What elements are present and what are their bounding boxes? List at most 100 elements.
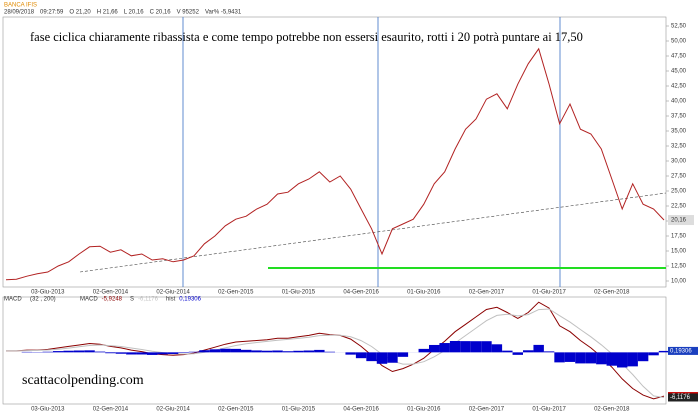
y-tick-label: 47,50 (671, 54, 687, 60)
price-line (5, 47, 665, 281)
y-tick-label: 40,00 (671, 99, 687, 105)
x-tick-label: 02-Gen-2014 (93, 407, 129, 413)
y-tick-label: 22,50 (671, 204, 687, 210)
hist-bar (251, 350, 262, 353)
hist-bar (126, 352, 137, 355)
y-tick-label: 12,50 (671, 264, 687, 270)
legend-label: S (130, 297, 134, 303)
header-field: H 21,66 (97, 10, 119, 16)
hist-bar (429, 344, 440, 353)
x-tick-label: 04-Gen-2016 (343, 290, 379, 296)
x-tick-label: 01-Giu-2016 (407, 290, 441, 296)
x-tick-label: 02-Gen-2018 (594, 290, 630, 296)
y-tick-label: 25,00 (671, 189, 687, 195)
x-tick-label: 01-Giu-2017 (532, 290, 566, 296)
hist-bar (627, 352, 638, 367)
legend-value: -6,1176 (138, 297, 159, 303)
hist-bar (366, 352, 377, 362)
macd-line (6, 308, 665, 398)
y-tick-label: 42,50 (671, 84, 687, 90)
hist-bar (136, 352, 147, 355)
hist-bar (314, 349, 325, 353)
hist-bar (293, 350, 304, 353)
last-value-label: 0,19306 (670, 348, 692, 354)
hist-bar (523, 350, 534, 353)
x-tick-label: 01-Giu-2016 (407, 407, 441, 413)
annotation: fase ciclica chiaramente ribassista e co… (30, 30, 583, 44)
y-tick-label: 15,00 (671, 249, 687, 255)
hist-bar (147, 352, 158, 355)
hist-bar (261, 350, 273, 353)
hist-bar (470, 341, 482, 353)
x-tick-label: 01-Giu-2017 (532, 407, 566, 413)
hist-bar (324, 351, 335, 353)
hist-bar (355, 352, 367, 359)
last-value-label: -6,1176 (670, 395, 691, 401)
macd-frame (2, 296, 667, 405)
hist-bar (460, 341, 471, 353)
hist-bar (554, 352, 565, 363)
hist-bar (418, 348, 429, 353)
hist-bar (439, 343, 450, 353)
header-field: 09:27:59 (40, 10, 64, 16)
macd-params: (32 , 200) (30, 297, 56, 303)
hist-bar (53, 351, 64, 353)
header-field: 28/09/2018 (4, 10, 35, 16)
y-tick-label: 37,50 (671, 114, 687, 120)
x-tick-label: 02-Giu-2014 (156, 290, 190, 296)
hist-bar (63, 350, 74, 353)
hist-bar (637, 352, 649, 362)
hist-bar (658, 350, 670, 353)
y-tick-label: 45,00 (671, 69, 687, 75)
last-price-label: 20,16 (671, 218, 687, 224)
hist-bar (512, 352, 523, 355)
y-tick-label: 10,00 (671, 279, 687, 285)
last-value-box (668, 346, 698, 355)
hist-bar (105, 352, 116, 354)
hist-bar (387, 352, 398, 363)
hist-bar (282, 351, 294, 353)
hist-bar (491, 344, 503, 353)
hist-bar (188, 351, 200, 353)
x-tick-label: 01-Giu-2015 (282, 290, 316, 296)
hist-bar (167, 352, 179, 354)
header-field: L 20,16 (124, 10, 144, 16)
hist-bar (220, 348, 231, 353)
hist-bar (585, 352, 597, 364)
hist-bar (345, 352, 356, 355)
hist-bar (502, 350, 513, 353)
y-tick-label: 35,00 (671, 129, 687, 135)
hist-bar (376, 352, 388, 364)
hist-bar (230, 348, 241, 353)
hist-bar (481, 341, 492, 353)
x-tick-label: 02-Giu-2014 (156, 407, 190, 413)
hist-bar (73, 350, 85, 353)
header-field: O 21,20 (69, 10, 91, 16)
hist-bar (94, 351, 106, 353)
hist-bar (617, 352, 628, 368)
price-frame (2, 16, 667, 288)
hist-bar (596, 352, 607, 365)
x-tick-label: 04-Gen-2016 (343, 407, 379, 413)
hist-bar (648, 352, 659, 356)
hist-bar (178, 352, 189, 353)
legend-value: 0,19306 (179, 297, 201, 303)
hist-bar (575, 352, 586, 364)
header-field: C 20,16 (150, 10, 172, 16)
hist-bar (115, 352, 127, 354)
last-value-box (668, 393, 698, 402)
x-tick-label: 03-Giu-2013 (31, 290, 65, 296)
y-tick-label: 17,50 (671, 234, 687, 240)
hist-bar (84, 350, 95, 353)
legend-label: MACD (80, 297, 98, 303)
header-title: BANCA IFIS (4, 3, 37, 9)
y-tick-label: 30,00 (671, 159, 687, 165)
hist-bar (241, 349, 252, 353)
hist-bar (606, 352, 617, 366)
macd-title: MACD (4, 297, 22, 303)
x-tick-label: 03-Giu-2013 (31, 407, 65, 413)
header-field: V 95252 (177, 10, 200, 16)
y-tick-label: 50,00 (671, 39, 687, 45)
hist-bar (543, 351, 555, 353)
